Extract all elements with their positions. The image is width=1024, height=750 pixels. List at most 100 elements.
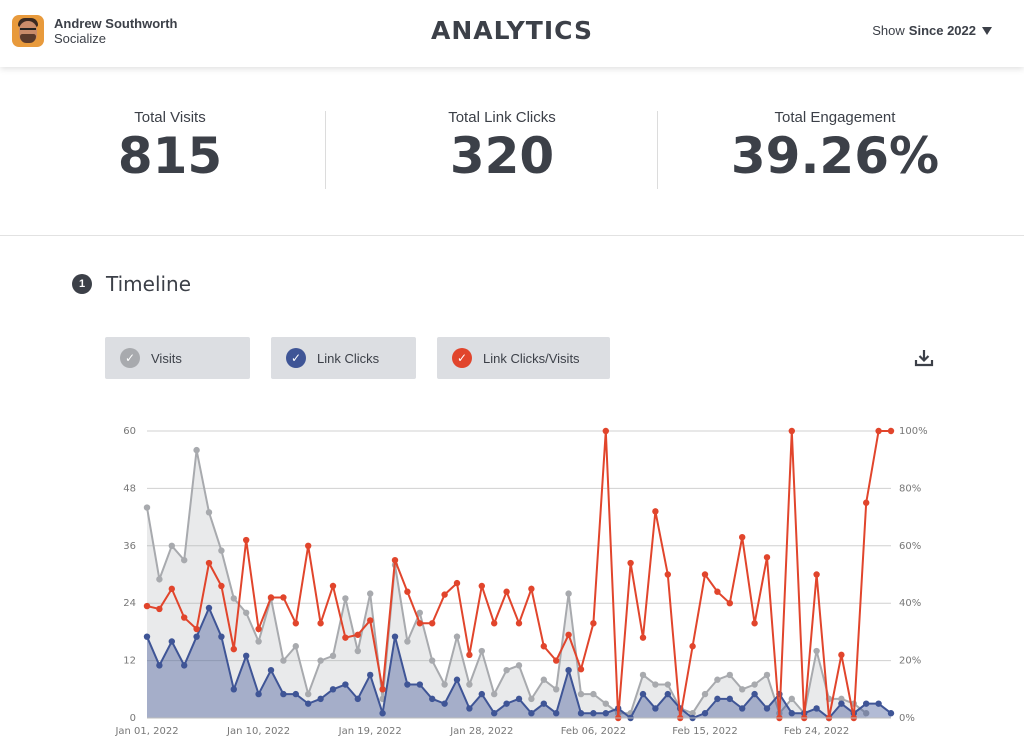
link-clicks-visits-point — [689, 643, 696, 650]
link-clicks-visits-point — [875, 427, 882, 435]
link-clicks-visits-point — [292, 620, 299, 627]
link-clicks-visits-point — [329, 582, 337, 590]
visits-point — [714, 676, 721, 683]
download-icon[interactable] — [913, 347, 935, 369]
visits-point — [143, 504, 151, 511]
y-left-tick-label: 24 — [123, 598, 136, 609]
link-clicks-point — [577, 710, 585, 717]
link-clicks-point — [367, 671, 374, 679]
link-clicks-visits-point — [416, 620, 423, 627]
link-clicks-visits-point — [367, 617, 374, 624]
link-clicks-visits-point — [218, 582, 225, 590]
visits-point — [193, 446, 200, 454]
link-clicks-point — [156, 662, 163, 669]
visits-area — [147, 450, 867, 718]
x-tick-label: Feb 06, 2022 — [561, 726, 626, 737]
link-clicks-visits-point — [379, 686, 386, 693]
link-clicks-point — [503, 700, 510, 707]
visits-point — [590, 690, 597, 698]
legend-toggle-link-clicks[interactable]: ✓ Link Clicks — [271, 337, 416, 379]
visits-point — [205, 509, 213, 516]
link-clicks-visits-point — [342, 634, 349, 641]
legend-toggle-visits[interactable]: ✓ Visits — [105, 337, 250, 379]
visits-point — [441, 681, 448, 688]
visits-point — [367, 590, 374, 597]
avatar[interactable] — [12, 15, 44, 47]
stat-total-link-clicks: Total Link Clicks 320 — [337, 109, 667, 183]
link-clicks-point — [788, 710, 795, 717]
visits-point — [416, 609, 423, 616]
link-clicks-visits-point — [726, 600, 733, 607]
stat-label: Total Link Clicks — [448, 109, 556, 126]
visits-point — [354, 647, 361, 655]
link-clicks-point — [863, 700, 870, 707]
link-clicks-visits-point — [813, 571, 820, 578]
visits-point — [317, 657, 324, 664]
timeline-heading: 1 Timeline — [72, 272, 191, 296]
visits-point — [292, 643, 299, 650]
link-clicks-visits-point — [652, 508, 659, 515]
legend-label: Visits — [151, 350, 182, 366]
visits-point — [181, 556, 188, 564]
link-clicks-point — [429, 695, 436, 703]
link-clicks-point — [701, 710, 709, 717]
link-clicks-visits-point — [391, 556, 399, 564]
link-clicks-visits-point — [354, 631, 361, 638]
visits-point — [218, 547, 225, 554]
timeline-chart: 0 12 24 36 48 60 0% 20% 40% 60% 80% 100% Jan 01, 202… — [114, 426, 927, 737]
legend-toggle-link-clicks-visits[interactable]: ✓ Link Clicks/Visits — [437, 337, 610, 379]
link-clicks-point — [528, 710, 535, 717]
visits-point — [255, 638, 262, 645]
link-clicks-point — [292, 690, 299, 698]
visits-point — [788, 695, 795, 703]
legend-label: Link Clicks — [317, 350, 380, 366]
link-clicks-visits-point — [255, 625, 262, 633]
link-clicks-point — [193, 633, 200, 640]
show-value: Since 2022 — [908, 23, 976, 38]
link-clicks-visits-point — [280, 594, 287, 601]
visits-point — [813, 647, 820, 655]
link-clicks-point — [540, 700, 547, 707]
link-clicks-visits-point — [478, 582, 485, 590]
visits-point — [329, 652, 337, 660]
visits-point — [726, 671, 733, 679]
x-tick-label: Jan 19, 2022 — [338, 726, 402, 737]
link-clicks-visits-point — [243, 536, 250, 544]
visits-point — [156, 576, 163, 583]
link-clicks-visits-point — [565, 631, 572, 638]
visits-point — [838, 695, 845, 703]
link-clicks-visits-point — [453, 579, 461, 587]
visits-point — [243, 609, 250, 616]
link-clicks-point — [143, 633, 151, 640]
link-clicks-point — [602, 710, 609, 717]
x-tick-label: Jan 28, 2022 — [449, 726, 513, 737]
link-clicks-visits-point — [441, 591, 448, 598]
link-clicks-point — [280, 690, 287, 698]
link-clicks-visits-point — [838, 651, 845, 659]
link-clicks-point — [404, 681, 411, 688]
link-clicks-point — [168, 638, 175, 645]
link-clicks-visits-point — [701, 571, 709, 578]
link-clicks-visits-point — [887, 427, 895, 435]
visits-point — [305, 690, 312, 698]
link-clicks-visits-point — [739, 533, 746, 541]
link-clicks-point — [317, 695, 324, 703]
visits-point — [168, 542, 175, 549]
link-clicks-point — [813, 705, 820, 712]
link-clicks-point — [726, 695, 733, 703]
link-clicks-point — [453, 676, 461, 683]
top-bar: Andrew Southworth Socialize ANALYTICS Sh… — [0, 0, 1024, 67]
visits-point — [404, 638, 411, 645]
date-range-dropdown[interactable]: Show Since 2022 — [872, 23, 992, 38]
user-organization: Socialize — [54, 31, 107, 46]
visits-point — [478, 647, 485, 655]
link-clicks-visits-point — [553, 657, 560, 664]
link-clicks-visits-point — [230, 645, 237, 653]
x-tick-label: Jan 01, 2022 — [114, 726, 178, 737]
y-left-tick-label: 48 — [123, 483, 136, 494]
page-title: ANALYTICS — [431, 16, 593, 45]
link-clicks-point — [391, 633, 399, 640]
visits-point — [863, 710, 870, 717]
y-right-tick-label: 80% — [899, 483, 921, 494]
link-clicks-point — [354, 695, 361, 703]
